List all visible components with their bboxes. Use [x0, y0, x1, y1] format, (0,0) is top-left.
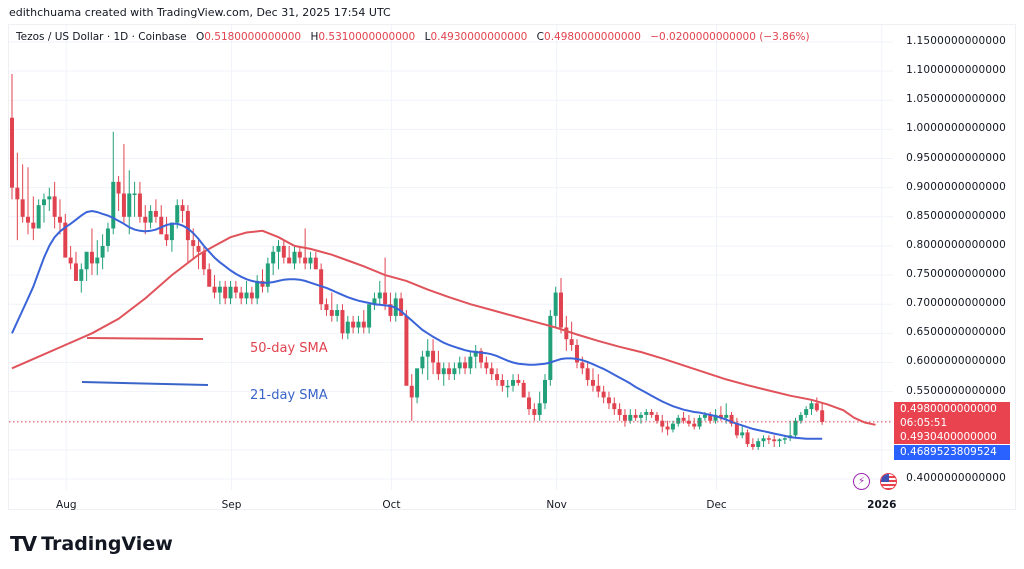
- price-axis-label: 1.1000000000000: [906, 64, 1006, 77]
- time-axis-label: Dec: [706, 499, 727, 511]
- sma50-price-tag: 0.4930400000000: [894, 430, 1010, 444]
- sma50-tag-value: 0.4930400000000: [900, 431, 997, 443]
- price-axis-label: 0.5500000000000: [906, 384, 1006, 397]
- price-axis-label: 0.6000000000000: [906, 355, 1006, 368]
- time-axis-label: Oct: [382, 499, 401, 511]
- chart-credit: edithchuama created with TradingView.com…: [9, 6, 391, 19]
- sma21-annotation: 21-day SMA: [250, 388, 328, 403]
- price-axis-label: 0.8000000000000: [906, 238, 1006, 251]
- time-axis-label: Aug: [56, 499, 77, 511]
- sma21-line: [11, 209, 823, 440]
- price-axis-label: 0.9500000000000: [906, 151, 1006, 164]
- chart-frame: [8, 24, 1016, 510]
- open-label: O: [195, 31, 205, 43]
- tradingview-wordmark: TradingView: [41, 533, 173, 555]
- price-axis-label: 1.1500000000000: [906, 35, 1006, 47]
- sma21-price-tag: 0.4689523809524: [894, 445, 1010, 460]
- price-axis-label: 1.0500000000000: [906, 93, 1006, 106]
- symbol-name: Tezos / US Dollar · 1D · Coinbase: [16, 31, 187, 43]
- low-value: 0.4930000000000: [430, 31, 528, 43]
- low-label: L: [424, 31, 431, 43]
- price-axis-label: 0.6500000000000: [906, 326, 1006, 339]
- close-value: 0.4980000000000: [544, 31, 641, 43]
- us-flag-icon[interactable]: [880, 473, 897, 490]
- high-value: 0.5310000000000: [318, 31, 416, 43]
- price-axis-label: 0.8500000000000: [906, 209, 1006, 222]
- price-axis-label: 1.0000000000000: [906, 122, 1006, 135]
- price-axis-label: 0.7500000000000: [906, 268, 1006, 281]
- tradingview-mark-icon: TV: [10, 532, 37, 556]
- sma50-annotation: 50-day SMA: [250, 341, 328, 356]
- time-axis-label: 2026: [867, 499, 897, 511]
- symbol-legend: Tezos / US Dollar · 1D · Coinbase O0.518…: [16, 31, 810, 43]
- time-axis-label: Sep: [221, 499, 242, 511]
- lightning-icon[interactable]: ⚡: [853, 473, 870, 490]
- high-label: H: [310, 31, 319, 43]
- price-axis-label: 0.7000000000000: [906, 297, 1006, 310]
- open-value: 0.5180000000000: [204, 31, 302, 43]
- sma21-tag-value: 0.4689523809524: [900, 446, 997, 458]
- candlesticks: [10, 74, 825, 450]
- price-axis-label: 0.4000000000000: [906, 472, 1006, 485]
- time-axis-label: Nov: [546, 499, 567, 511]
- close-label: C: [536, 31, 545, 43]
- last-price-value: 0.4980000000000: [900, 403, 997, 415]
- sma50-line: [11, 229, 876, 426]
- price-axis-label: 0.9000000000000: [906, 180, 1006, 193]
- chart-grid: [9, 25, 893, 490]
- change-value: −0.0200000000000 (−3.86%): [650, 31, 810, 43]
- bar-countdown: 06:05:51: [900, 417, 948, 429]
- tradingview-logo: TV TradingView: [10, 532, 173, 556]
- annotation-lines: [81, 337, 209, 386]
- last-price-tag: 0.4980000000000 06:05:51: [894, 402, 1010, 430]
